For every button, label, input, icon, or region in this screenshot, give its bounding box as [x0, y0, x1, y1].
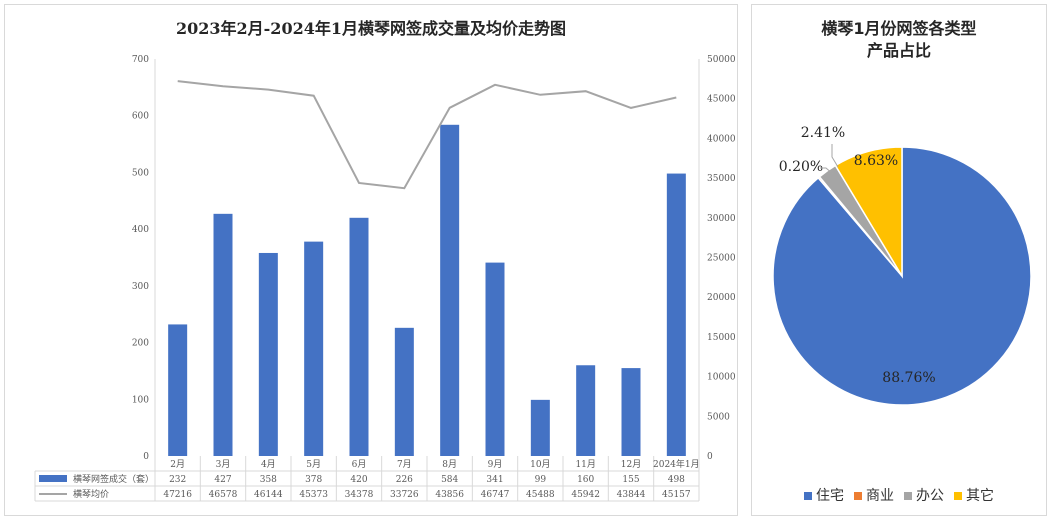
- price-value: 46747: [481, 490, 510, 500]
- price-value: 47216: [163, 490, 192, 500]
- leader-line: [831, 144, 839, 168]
- pie-legend-swatch: [804, 492, 812, 500]
- bar: [304, 241, 324, 456]
- bar: [258, 252, 278, 456]
- price-value: 46578: [209, 490, 238, 500]
- price-line: [177, 80, 677, 190]
- category-label: 11月: [575, 459, 595, 470]
- left-tick-label: 500: [132, 168, 149, 178]
- pie-slice: [772, 146, 1032, 406]
- price-value: 46144: [254, 490, 283, 500]
- bar: [576, 365, 596, 456]
- bar: [440, 124, 460, 456]
- combo-chart-title: 2023年2月-2024年1月横琴网签成交量及均价走势图: [176, 19, 566, 38]
- price-value: 45157: [662, 490, 691, 500]
- pie-legend-item: 住宅: [804, 485, 844, 505]
- category-label: 9月: [488, 459, 503, 470]
- bar: [168, 324, 188, 456]
- volume-value: 378: [305, 475, 322, 485]
- price-value: 33726: [390, 490, 419, 500]
- volume-legend-label: 横琴网签成交（套）: [73, 473, 154, 485]
- volume-value: 498: [668, 475, 685, 485]
- pie-legend-label: 办公: [916, 488, 944, 504]
- right-tick-label: 35000: [707, 174, 736, 184]
- left-tick-label: 200: [132, 339, 149, 349]
- pie-slice: [834, 146, 903, 279]
- volume-value: 99: [535, 475, 547, 485]
- volume-value: 420: [350, 475, 367, 485]
- bar: [621, 368, 641, 456]
- price-legend-label: 横琴均价: [73, 488, 109, 500]
- volume-value: 226: [396, 475, 413, 485]
- pie-label: 8.63%: [854, 153, 898, 169]
- pie-title-line2: 产品占比: [866, 41, 931, 60]
- category-label: 8月: [442, 459, 457, 470]
- price-value: 45942: [571, 490, 600, 500]
- right-tick-label: 45000: [707, 95, 736, 105]
- right-tick-label: 15000: [707, 333, 736, 343]
- volume-value: 160: [577, 475, 594, 485]
- pie-label: 88.76%: [882, 370, 935, 386]
- volume-value: 427: [214, 475, 231, 485]
- pie-label: 0.20%: [779, 159, 823, 175]
- right-tick-label: 25000: [707, 254, 736, 264]
- category-label: 3月: [216, 459, 231, 470]
- volume-legend-key: [39, 475, 67, 482]
- pie-legend-label: 住宅: [816, 488, 844, 504]
- volume-value: 155: [622, 475, 639, 485]
- right-tick-label: 40000: [707, 134, 736, 144]
- price-value: 34378: [345, 490, 374, 500]
- pie-legend-label: 商业: [866, 488, 894, 504]
- volume-value: 358: [260, 475, 277, 485]
- pie-legend-swatch: [904, 492, 912, 500]
- category-label: 2月: [170, 459, 185, 470]
- pie-legend-swatch: [854, 492, 862, 500]
- bar: [213, 213, 233, 456]
- price-value: 45373: [299, 490, 328, 500]
- category-label: 5月: [306, 459, 321, 470]
- pie-legend: 住宅 商业 办公 其它: [752, 485, 1046, 505]
- pie-legend-swatch: [954, 492, 962, 500]
- bar: [349, 217, 369, 456]
- pie-legend-item: 其它: [954, 485, 994, 505]
- leader-line: [820, 167, 834, 175]
- pie-label: 2.41%: [801, 125, 845, 141]
- price-value: 45488: [526, 490, 555, 500]
- pie-title-line1: 横琴1月份网签各类型: [821, 19, 977, 38]
- right-tick-label: 20000: [707, 293, 736, 303]
- left-tick-label: 0: [143, 452, 149, 462]
- category-label: 4月: [261, 459, 276, 470]
- category-label: 7月: [397, 459, 412, 470]
- pie-chart: 88.76% 0.20% 2.41% 8.63%: [772, 125, 1032, 406]
- combo-chart-panel: 2023年2月-2024年1月横琴网签成交量及均价走势图 0 100 200 300 4…: [4, 4, 738, 516]
- right-tick-label: 5000: [707, 412, 730, 422]
- left-tick-label: 100: [132, 395, 149, 405]
- left-tick-label: 700: [132, 55, 149, 65]
- bar: [485, 262, 505, 456]
- category-label: 6月: [352, 459, 367, 470]
- category-label: 10月: [530, 459, 550, 470]
- volume-value: 232: [169, 475, 186, 485]
- volume-value: 341: [486, 475, 503, 485]
- bar: [530, 399, 550, 456]
- left-tick-label: 300: [132, 282, 149, 292]
- volume-value: 584: [441, 475, 458, 485]
- price-value: 43844: [617, 490, 646, 500]
- right-tick-label: 10000: [707, 373, 736, 383]
- left-tick-label: 400: [132, 225, 149, 235]
- right-tick-label: 0: [707, 452, 713, 462]
- price-value: 43856: [435, 490, 464, 500]
- bar: [394, 327, 414, 456]
- pie-legend-item: 商业: [854, 485, 894, 505]
- pie-legend-item: 办公: [904, 485, 944, 505]
- right-tick-label: 30000: [707, 214, 736, 224]
- category-label: 12月: [621, 459, 641, 470]
- combo-chart: 0 100 200 300 400 500 600 700 0 5000 10000 15000 200…: [34, 55, 736, 502]
- category-label: 2024年1月: [653, 458, 700, 470]
- right-tick-label: 50000: [707, 55, 736, 65]
- pie-chart-panel: 横琴1月份网签各类型 产品占比 88.76% 0.20% 2.41% 8.63% 住宅…: [751, 4, 1047, 516]
- left-tick-label: 600: [132, 112, 149, 122]
- pie-legend-label: 其它: [966, 488, 994, 504]
- bar: [666, 173, 686, 456]
